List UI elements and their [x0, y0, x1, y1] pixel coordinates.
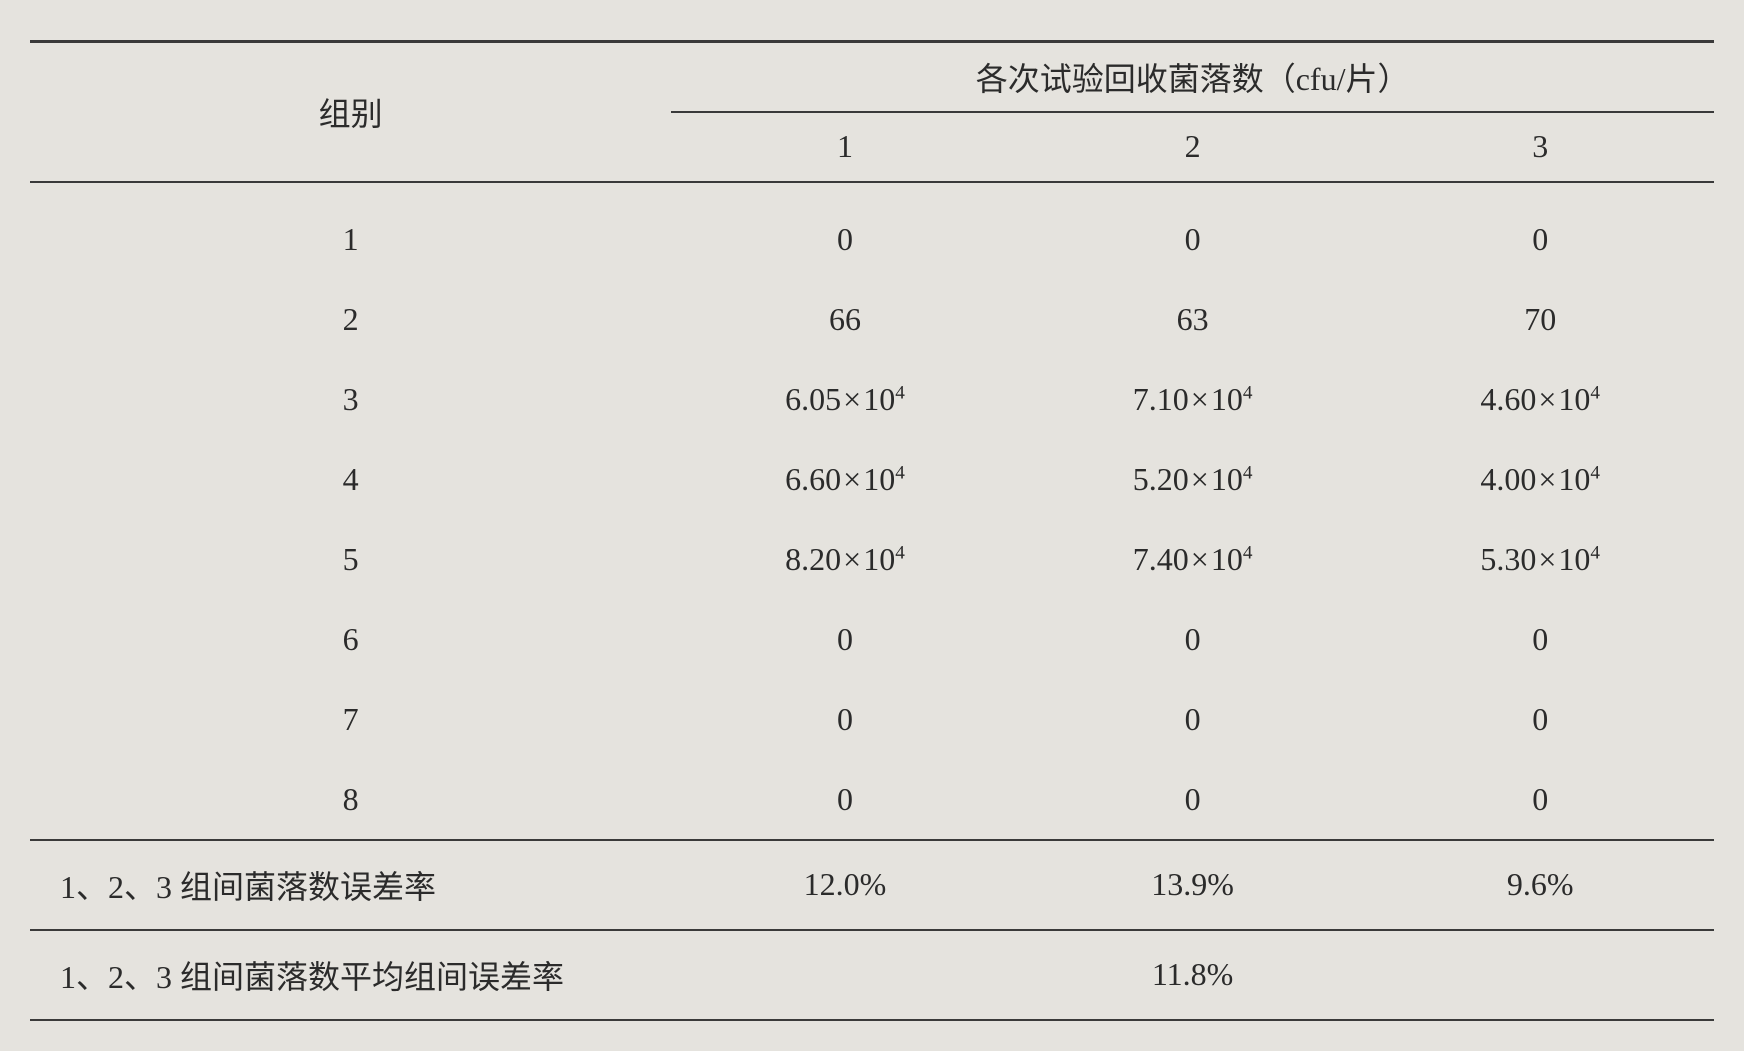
cell-value: 63 [1019, 280, 1367, 360]
avg-error-spacer [1366, 930, 1714, 1020]
cell-group: 7 [30, 680, 671, 760]
cell-value: 0 [1019, 680, 1367, 760]
cell-value: 8.20×104 [671, 520, 1019, 600]
table-row: 5 8.20×104 7.40×104 5.30×104 [30, 520, 1714, 600]
table-row: 8 0 0 0 [30, 760, 1714, 840]
cell-value: 0 [1019, 760, 1367, 840]
header-spanning-label: 各次试验回收菌落数（cfu/片） [671, 42, 1714, 112]
cell-value: 0 [671, 200, 1019, 280]
error-rate-value: 13.9% [1019, 840, 1367, 930]
cell-group: 1 [30, 200, 671, 280]
cell-value: 0 [671, 760, 1019, 840]
spacer [1366, 182, 1714, 200]
cell-group: 6 [30, 600, 671, 680]
cell-group: 8 [30, 760, 671, 840]
spacer [671, 182, 1019, 200]
header-trial-3: 3 [1366, 112, 1714, 182]
cell-value: 5.20×104 [1019, 440, 1367, 520]
cell-value: 0 [1019, 200, 1367, 280]
cell-value: 70 [1366, 280, 1714, 360]
table-row: 1 0 0 0 [30, 200, 1714, 280]
avg-error-row: 1、2、3 组间菌落数平均组间误差率 11.8% [30, 930, 1714, 1020]
cell-group: 3 [30, 360, 671, 440]
cell-group: 2 [30, 280, 671, 360]
cell-value: 0 [1366, 200, 1714, 280]
spacer [1019, 182, 1367, 200]
avg-error-label: 1、2、3 组间菌落数平均组间误差率 [30, 930, 671, 1020]
cell-value: 0 [1019, 600, 1367, 680]
cell-value: 0 [1366, 760, 1714, 840]
cell-value: 7.10×104 [1019, 360, 1367, 440]
cell-value: 0 [1366, 600, 1714, 680]
cell-value: 4.00×104 [1366, 440, 1714, 520]
table-row: 3 6.05×104 7.10×104 4.60×104 [30, 360, 1714, 440]
avg-error-spacer [671, 930, 1019, 1020]
cell-value: 0 [1366, 680, 1714, 760]
cell-value: 5.30×104 [1366, 520, 1714, 600]
cell-value: 4.60×104 [1366, 360, 1714, 440]
header-group-label: 组别 [30, 42, 671, 182]
spacer [30, 182, 671, 200]
colony-recovery-table: 组别 各次试验回收菌落数（cfu/片） 1 2 3 1 0 0 0 2 66 6… [30, 40, 1714, 1021]
error-rate-row: 1、2、3 组间菌落数误差率 12.0% 13.9% 9.6% [30, 840, 1714, 930]
cell-value: 6.60×104 [671, 440, 1019, 520]
cell-value: 7.40×104 [1019, 520, 1367, 600]
cell-value: 0 [671, 600, 1019, 680]
cell-value: 6.05×104 [671, 360, 1019, 440]
table-row: 7 0 0 0 [30, 680, 1714, 760]
header-trial-1: 1 [671, 112, 1019, 182]
cell-value: 0 [671, 680, 1019, 760]
avg-error-value: 11.8% [1019, 930, 1367, 1020]
table-row: 2 66 63 70 [30, 280, 1714, 360]
cell-value: 66 [671, 280, 1019, 360]
cell-group: 4 [30, 440, 671, 520]
error-rate-value: 12.0% [671, 840, 1019, 930]
cell-group: 5 [30, 520, 671, 600]
error-rate-label: 1、2、3 组间菌落数误差率 [30, 840, 671, 930]
table-row: 6 0 0 0 [30, 600, 1714, 680]
table-row: 4 6.60×104 5.20×104 4.00×104 [30, 440, 1714, 520]
header-trial-2: 2 [1019, 112, 1367, 182]
error-rate-value: 9.6% [1366, 840, 1714, 930]
